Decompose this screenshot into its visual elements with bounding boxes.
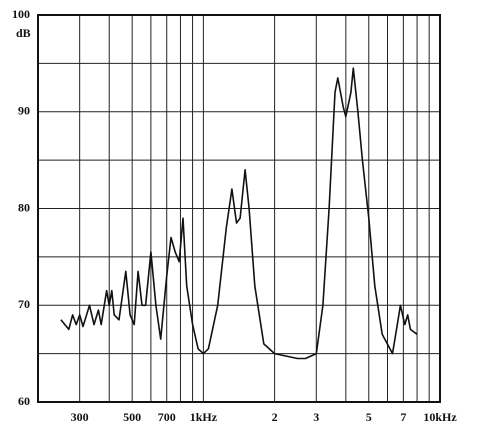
x-tick-label: 10kHz — [423, 410, 457, 424]
x-tick-label: 3 — [313, 410, 319, 424]
x-tick-label: 2 — [272, 410, 278, 424]
x-tick-label: 500 — [123, 410, 141, 424]
x-tick-label: 5 — [366, 410, 372, 424]
x-tick-label: 700 — [158, 410, 176, 424]
y-tick-label: 90 — [18, 104, 30, 118]
y-tick-label: 70 — [18, 297, 30, 311]
y-tick-label: 80 — [18, 200, 30, 214]
y-tick-label: 60 — [18, 394, 30, 408]
x-tick-label: 300 — [71, 410, 89, 424]
y-tick-label: 100 — [12, 7, 30, 21]
y-unit: dB — [16, 26, 31, 40]
x-tick-label: 7 — [400, 410, 406, 424]
response-curve — [60, 67, 418, 360]
x-tick-label: 1kHz — [190, 410, 218, 424]
plot-frame — [37, 14, 441, 403]
